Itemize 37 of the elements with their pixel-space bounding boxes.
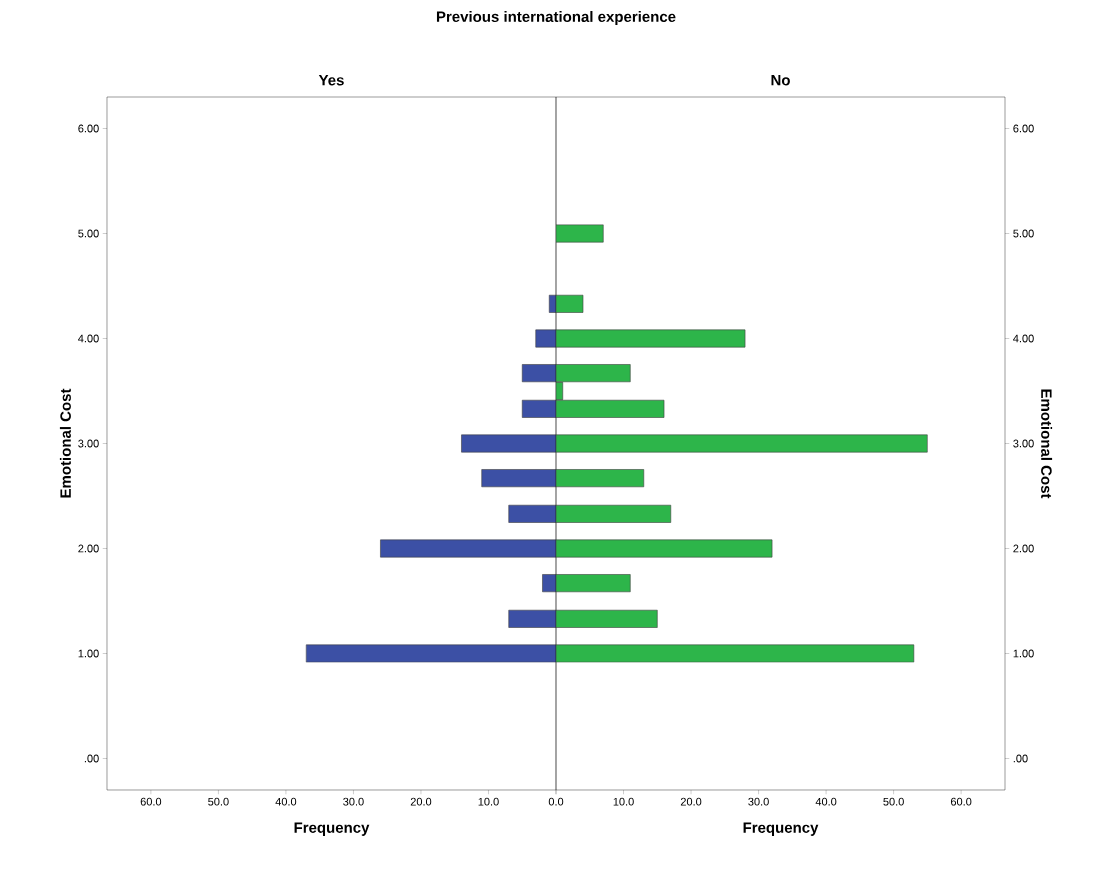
chart-title: No <box>771 75 790 86</box>
bar <box>556 224 604 243</box>
x-tick-label: 20.0 <box>680 797 702 806</box>
y-tick-label: 4.00 <box>78 334 99 343</box>
text: Previous international experience <box>436 11 676 25</box>
y-tick-label: 6.00 <box>1013 124 1034 133</box>
x-tick-label: 50.0 <box>208 797 229 806</box>
y-tick-label: 2.00 <box>78 544 99 553</box>
x-tick-label: 10.0 <box>478 797 499 806</box>
chart-title: Yes <box>318 75 344 86</box>
bar <box>535 329 556 348</box>
y-tick-label: 1.00 <box>78 649 99 658</box>
x-tick-label: 20.0 <box>410 797 432 806</box>
y-tick-label: 5.00 <box>1013 229 1034 238</box>
y-tick-label: 1.00 <box>1013 649 1034 658</box>
x-tick-label: 0.0 <box>548 797 564 806</box>
x-tick-label: 40.0 <box>815 797 837 806</box>
x-axis-title: Frequency <box>294 822 370 836</box>
bar <box>461 434 556 453</box>
y-tick-label: 3.00 <box>1013 439 1034 448</box>
y-tick-label: 3.00 <box>78 439 99 448</box>
y-tick-label: .00 <box>1013 754 1028 763</box>
y-axis-title: Emotional Cost <box>59 388 71 498</box>
y-tick-label: 4.00 <box>1013 334 1034 343</box>
x-tick-label: 30.0 <box>748 797 769 806</box>
x-tick-label: 60.0 <box>950 797 972 806</box>
y-tick-label: 6.00 <box>78 124 99 133</box>
y-tick-label: 5.00 <box>78 229 99 238</box>
y-tick-label: 2.00 <box>1013 544 1034 553</box>
x-tick-label: 40.0 <box>275 797 297 806</box>
y-axis-title: Emotional Cost <box>1041 389 1053 499</box>
x-tick-label: 30.0 <box>343 797 364 806</box>
x-tick-label: 10.0 <box>613 797 634 806</box>
x-tick-label: 50.0 <box>883 797 904 806</box>
x-tick-label: 60.0 <box>140 797 162 806</box>
x-axis-title: Frequency <box>743 822 819 836</box>
y-tick-label: .00 <box>84 754 99 763</box>
